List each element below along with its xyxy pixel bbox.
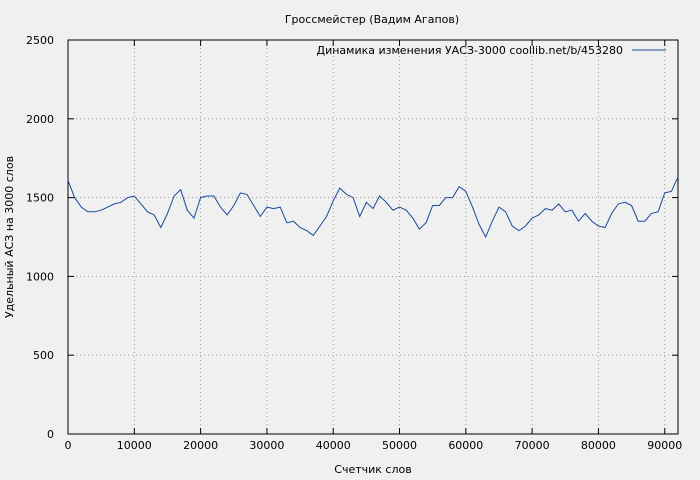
y-tick-label: 1000 <box>26 270 54 283</box>
x-tick-label: 20000 <box>183 439 218 452</box>
legend-label: Динамика изменения УАСЗ-3000 coollib.net… <box>317 44 624 57</box>
x-tick-label: 0 <box>65 439 72 452</box>
plot-frame <box>67 39 679 435</box>
x-axis-label: Счетчик слов <box>334 463 411 476</box>
x-tick-label: 30000 <box>249 439 284 452</box>
y-tick-label: 1500 <box>26 192 54 205</box>
axis-ticks: 0 10000 20000 30000 40000 50000 60000 70000 8000… <box>26 34 682 452</box>
series-layer <box>67 176 679 239</box>
x-tick-label: 10000 <box>117 439 152 452</box>
x-tick-label: 90000 <box>647 439 682 452</box>
x-tick-label: 70000 <box>515 439 550 452</box>
series-line <box>67 176 679 239</box>
x-tick-label: 80000 <box>581 439 616 452</box>
y-axis-label: Удельный АСЗ на 3000 слов <box>3 156 16 318</box>
x-tick-label: 60000 <box>448 439 483 452</box>
y-tick-label: 2000 <box>26 113 54 126</box>
legend: Динамика изменения УАСЗ-3000 coollib.net… <box>317 44 666 57</box>
y-tick-label: 500 <box>33 349 54 362</box>
x-tick-label: 50000 <box>382 439 417 452</box>
y-tick-label: 2500 <box>26 34 54 47</box>
grid <box>68 40 678 434</box>
x-tick-label: 40000 <box>316 439 351 452</box>
chart-title: Гроссмейстер (Вадим Агапов) <box>285 13 459 26</box>
y-tick-label: 0 <box>47 428 54 441</box>
